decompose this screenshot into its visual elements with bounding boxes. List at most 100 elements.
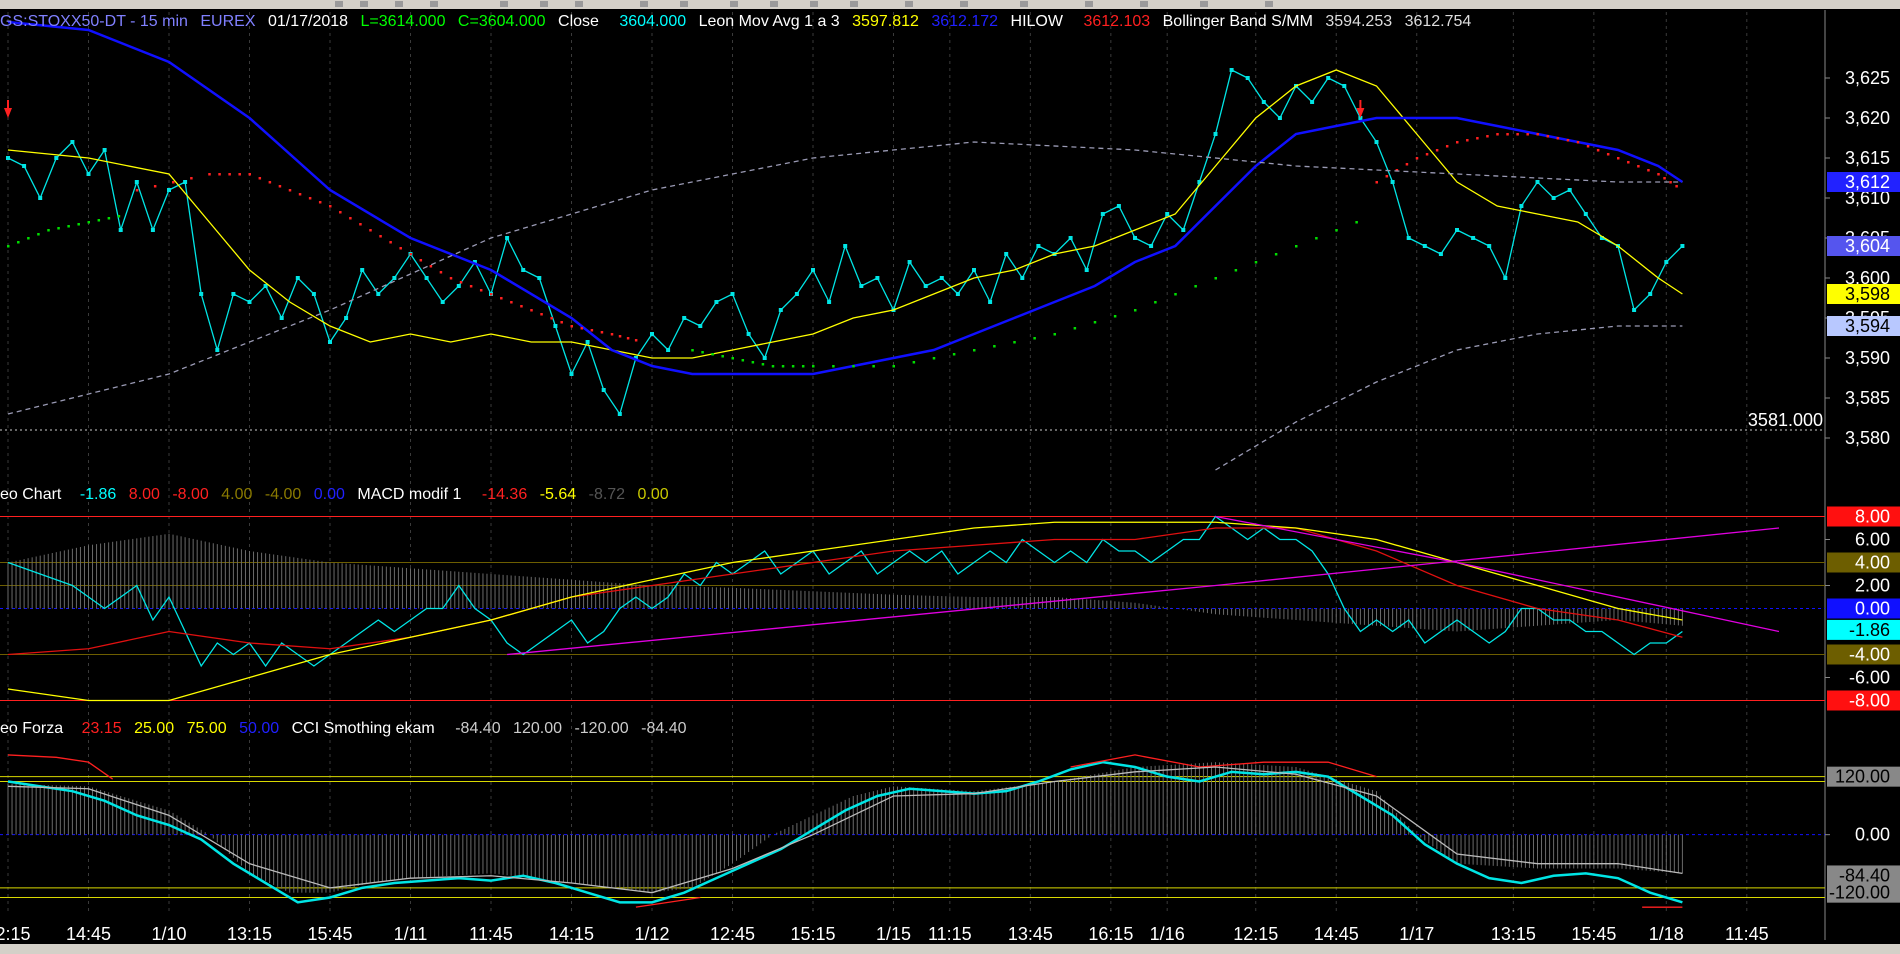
dotted-mark-hilow_red	[560, 321, 563, 324]
toolbar-glyph	[500, 1, 508, 7]
close-label: Close	[558, 13, 599, 30]
value-box	[1827, 619, 1900, 640]
dotted-mark-hilow_red2	[1675, 185, 1678, 188]
value-box	[1827, 506, 1900, 527]
x-tick-label: 12:45	[710, 924, 755, 944]
dotted-mark-hilow_red	[298, 193, 302, 196]
macd-m4: 0.00	[638, 486, 669, 503]
dotted-mark-hilow_red	[469, 285, 473, 288]
dotted-mark-hilow_green2	[691, 349, 694, 352]
cci-name: CCI Smothing ekam	[292, 720, 435, 737]
point-close	[440, 300, 445, 304]
x-tick-label: 11:45	[1725, 924, 1769, 944]
series-bb_lower	[1215, 325, 1683, 471]
point-close	[150, 228, 155, 232]
dotted-mark-hilow_red	[153, 185, 157, 188]
point-close	[1149, 244, 1154, 248]
dotted-mark-hilow_green2	[852, 365, 855, 368]
ref-line-label: 3581.000	[1748, 410, 1823, 430]
toolbar-glyph	[960, 1, 968, 7]
point-close	[1487, 244, 1492, 248]
point-close	[1471, 236, 1476, 240]
y-tick-label: 2.00	[1855, 576, 1890, 596]
dotted-mark-hilow_red	[479, 289, 483, 292]
dotted-mark-hilow_red2	[1586, 145, 1590, 148]
y-tick-label: -6.00	[1849, 668, 1890, 688]
dotted-mark-hilow_green2	[1134, 309, 1137, 312]
dotted-mark-hilow_green2	[932, 357, 936, 360]
point-close	[794, 292, 799, 296]
dotted-mark-hilow_green2	[1355, 221, 1358, 224]
point-close	[698, 324, 703, 328]
dotted-mark-hilow_red2	[1606, 153, 1610, 156]
dotted-mark-hilow_green	[107, 217, 111, 220]
grid-lines	[7, 10, 1826, 940]
dotted-mark-hilow_green2	[892, 365, 895, 368]
toolbar-glyph	[395, 1, 403, 7]
dotted-mark-hilow_green	[97, 219, 101, 222]
dotted-mark-hilow_green2	[801, 365, 805, 368]
dotted-mark-hilow_red	[349, 217, 352, 220]
arrow-down-icon	[1356, 108, 1365, 118]
point-close	[1599, 236, 1604, 240]
point-close	[199, 292, 204, 296]
y-tick-label: 3,620	[1845, 108, 1890, 128]
panel2-name: eo Chart	[0, 486, 62, 503]
point-close	[1535, 180, 1540, 184]
dotted-mark-hilow_green2	[973, 349, 976, 352]
dotted-mark-hilow_red2	[1425, 153, 1429, 156]
point-close	[6, 156, 10, 160]
dotted-mark-hilow_red	[550, 317, 553, 320]
panel3-name: eo Forza	[0, 720, 63, 737]
dotted-mark-hilow_green	[37, 233, 40, 236]
value-box	[1827, 552, 1900, 573]
value-box-label: 8.00	[1855, 507, 1890, 527]
point-close	[424, 276, 429, 280]
y-tick-label: 3,625	[1845, 68, 1890, 88]
dotted-mark-hilow_green2	[1274, 253, 1278, 256]
y-tick-label: 3,585	[1845, 388, 1890, 408]
series-trend1	[507, 527, 1780, 656]
low-label: L=3614.000	[360, 13, 445, 30]
macd-m3: -8.72	[589, 486, 626, 503]
dotted-mark-hilow_red	[626, 337, 630, 340]
dotted-mark-hilow_green	[87, 221, 90, 224]
x-tick-label: 13:45	[1008, 924, 1053, 944]
point-close	[972, 268, 976, 272]
point-close	[1310, 100, 1315, 104]
dotted-mark-hilow_red2	[1466, 139, 1469, 142]
value-box	[1827, 644, 1900, 665]
panel2-v6: 0.00	[314, 486, 345, 503]
toolbar-glyph	[540, 1, 548, 7]
point-close	[955, 292, 960, 296]
value-box-label: 3,594	[1845, 316, 1890, 336]
point-close	[360, 268, 365, 272]
point-close	[472, 260, 477, 264]
point-close	[537, 276, 542, 280]
time-axis: 12:15 14:45 1/10 13:15 15:45 1/11 11:45 14:15 1/…	[0, 924, 1769, 944]
dotted-mark-hilow_red	[379, 235, 382, 238]
point-close	[505, 236, 510, 240]
x-tick-label: 15:45	[307, 924, 352, 944]
dotted-mark-hilow_green2	[721, 355, 724, 358]
point-close	[633, 356, 638, 360]
status-bar	[0, 944, 1900, 954]
dotted-mark-hilow_green2	[1194, 285, 1197, 288]
y-tick-label: 3,590	[1845, 348, 1890, 368]
value-box-label: -84.40	[1839, 865, 1890, 885]
dotted-mark-hilow_red	[228, 173, 231, 176]
toolbar-glyph	[575, 1, 583, 7]
dotted-mark-hilow_green	[47, 229, 50, 232]
dotted-mark-hilow_red2	[1405, 163, 1409, 166]
dotted-mark-hilow_green2	[771, 365, 775, 368]
ma-label: Leon Mov Avg 1 a 3	[699, 13, 840, 30]
dotted-mark-hilow_red	[570, 325, 573, 328]
point-close	[601, 388, 606, 392]
toolbar-glyph	[1265, 1, 1273, 7]
series-cci_cyan	[7, 760, 1683, 904]
point-close	[988, 300, 993, 304]
cci-c2: 120.00	[513, 720, 562, 737]
point-close	[682, 316, 687, 320]
toolbar-glyph	[430, 1, 438, 7]
